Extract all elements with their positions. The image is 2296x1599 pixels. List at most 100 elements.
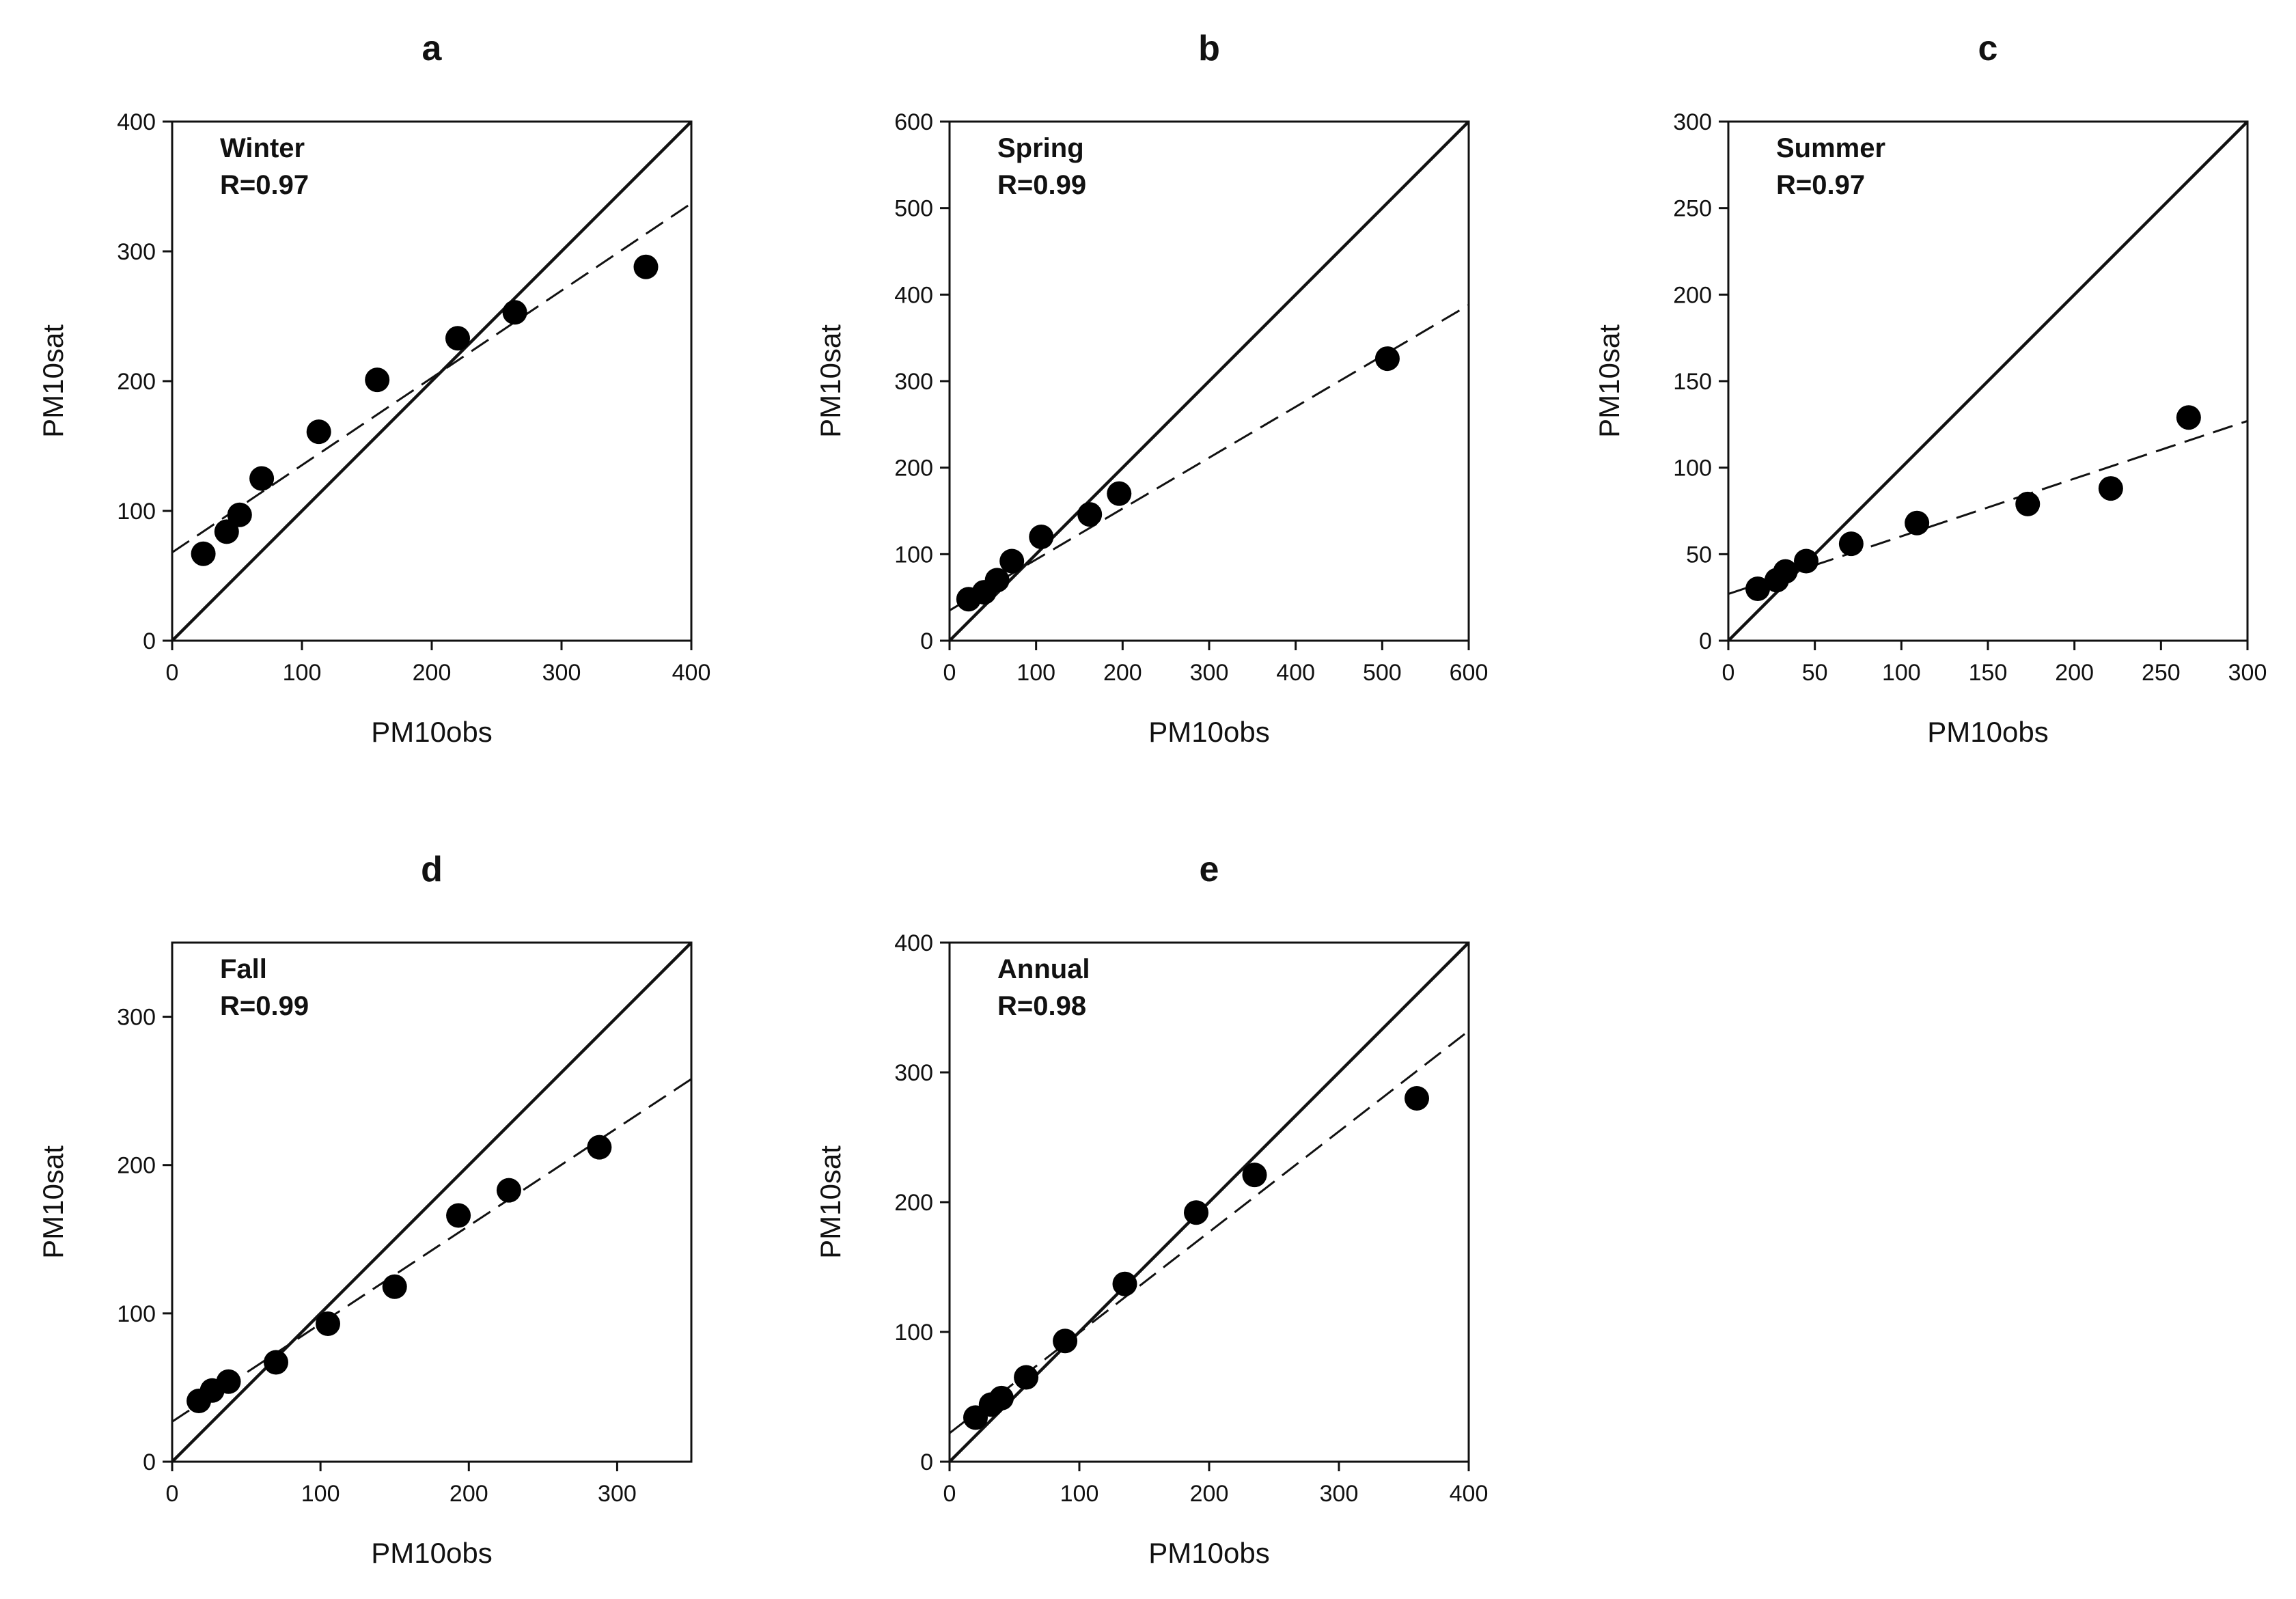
y-tick-label: 0 <box>143 1449 156 1475</box>
data-point <box>502 300 527 325</box>
x-tick-label: 0 <box>1722 660 1735 686</box>
regression-fit-line <box>172 202 691 554</box>
y-axis-label: PM10sat <box>37 1145 69 1259</box>
data-point <box>2015 491 2041 516</box>
y-tick-label: 600 <box>894 109 933 135</box>
x-tick-label: 0 <box>166 660 179 686</box>
data-point <box>191 541 216 566</box>
y-tick-label: 100 <box>894 542 933 568</box>
y-axis-label: PM10sat <box>37 324 69 438</box>
y-tick-label: 400 <box>894 282 933 308</box>
identity-line <box>950 122 1469 641</box>
y-tick-label: 400 <box>117 109 156 135</box>
y-tick-label: 200 <box>117 1153 156 1179</box>
data-point <box>306 419 331 445</box>
y-tick-label: 0 <box>143 628 156 654</box>
x-tick-label: 200 <box>1190 1481 1229 1507</box>
x-axis-label: PM10obs <box>1148 1537 1269 1569</box>
season-label: Winter <box>220 133 305 163</box>
x-tick-label: 100 <box>283 660 322 686</box>
data-point <box>587 1135 612 1160</box>
data-point <box>984 568 1010 593</box>
correlation-label: R=0.99 <box>997 170 1086 200</box>
x-tick-label: 100 <box>1060 1481 1099 1507</box>
y-tick-label: 300 <box>117 239 156 265</box>
x-tick-label: 300 <box>598 1481 637 1507</box>
y-axis-label: PM10sat <box>1593 324 1625 438</box>
data-point <box>445 326 470 351</box>
x-axis-label: PM10obs <box>371 1537 492 1569</box>
data-point <box>1077 502 1103 527</box>
panel-c-summer: c 0 50 100 150 200 250 300 0 50 100 150 200 250 300 PM1… <box>1593 29 2267 748</box>
x-axis-label: PM10obs <box>1148 716 1269 748</box>
y-tick-label: 400 <box>894 930 933 956</box>
data-point <box>1773 559 1798 584</box>
data-point <box>382 1274 407 1299</box>
data-point <box>1184 1200 1208 1225</box>
x-tick-label: 100 <box>1016 660 1055 686</box>
x-tick-label: 200 <box>1103 660 1142 686</box>
x-tick-label: 300 <box>1320 1481 1359 1507</box>
identity-line <box>172 122 691 641</box>
correlation-label: R=0.98 <box>997 991 1086 1021</box>
x-tick-label: 400 <box>672 660 711 686</box>
panel-b-spring: b 0 100 200 300 400 500 600 0 100 200 300 400 500 600 P… <box>814 29 1488 748</box>
y-tick-label: 0 <box>920 1449 933 1475</box>
x-tick-label: 400 <box>1450 1481 1489 1507</box>
x-tick-label: 50 <box>1802 660 1828 686</box>
y-tick-label: 300 <box>117 1005 156 1031</box>
correlation-label: R=0.97 <box>220 170 309 200</box>
y-tick-label: 200 <box>894 1190 933 1216</box>
data-point <box>2176 405 2201 430</box>
data-point <box>1029 525 1054 549</box>
x-tick-label: 300 <box>542 660 581 686</box>
plot-frame <box>171 941 693 1463</box>
data-point <box>1374 346 1400 372</box>
data-point <box>227 502 252 527</box>
x-tick-label: 250 <box>2142 660 2181 686</box>
y-tick-label: 100 <box>1673 456 1712 482</box>
x-tick-label: 150 <box>1969 660 2008 686</box>
panel-d-fall: d 0 100 200 300 0 100 200 300 PM10obs PM10sat Fall R… <box>37 850 693 1569</box>
data-point <box>249 466 275 491</box>
y-tick-label: 200 <box>1673 282 1712 308</box>
x-tick-label: 0 <box>943 660 956 686</box>
y-tick-label: 300 <box>894 1060 933 1086</box>
x-tick-label: 200 <box>2055 660 2094 686</box>
identity-line <box>172 943 691 1462</box>
regression-fit-line <box>950 304 1469 611</box>
data-point <box>446 1203 471 1228</box>
x-tick-label: 0 <box>943 1481 956 1507</box>
x-tick-label: 400 <box>1276 660 1315 686</box>
data-point <box>999 548 1025 574</box>
x-tick-label: 200 <box>449 1481 488 1507</box>
y-tick-label: 100 <box>894 1320 933 1346</box>
data-point <box>496 1178 521 1203</box>
y-tick-label: 300 <box>1673 109 1712 135</box>
data-point <box>1905 510 1930 536</box>
correlation-label: R=0.97 <box>1776 170 1865 200</box>
data-point <box>1794 548 1818 574</box>
x-tick-label: 100 <box>1882 660 1921 686</box>
panel-letter: a <box>422 29 443 68</box>
y-axis-label: PM10sat <box>814 1145 846 1259</box>
x-axis-label: PM10obs <box>1927 716 2048 748</box>
y-tick-label: 0 <box>920 628 933 654</box>
data-point <box>316 1311 340 1337</box>
data-point <box>1405 1086 1429 1111</box>
regression-fit-line <box>950 1030 1469 1434</box>
y-tick-label: 100 <box>117 1301 156 1327</box>
x-tick-label: 300 <box>2228 660 2267 686</box>
season-label: Summer <box>1776 133 1885 163</box>
y-tick-label: 100 <box>117 499 156 525</box>
data-point <box>214 519 239 544</box>
panel-letter: d <box>421 850 443 889</box>
y-tick-label: 500 <box>894 196 933 222</box>
x-tick-label: 200 <box>413 660 452 686</box>
panel-letter: b <box>1198 29 1220 68</box>
data-point <box>1838 531 1864 557</box>
data-point <box>1112 1271 1137 1296</box>
x-tick-label: 500 <box>1363 660 1402 686</box>
x-tick-label: 300 <box>1190 660 1229 686</box>
